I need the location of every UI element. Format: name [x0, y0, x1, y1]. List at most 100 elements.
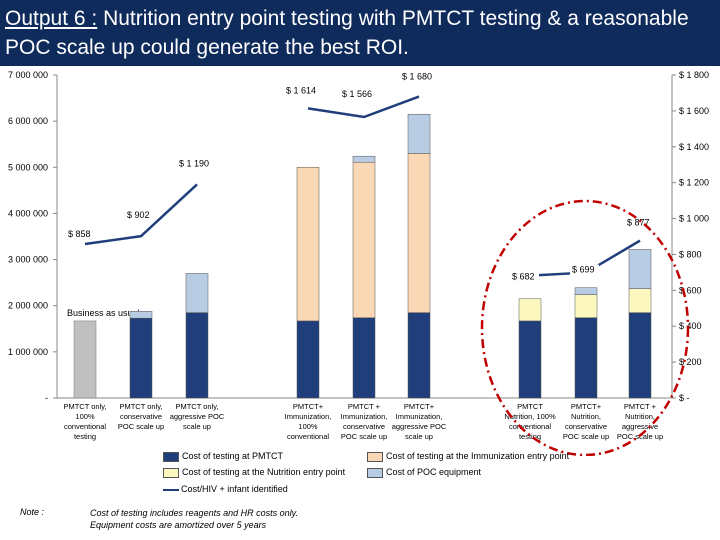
- bar-segment-4-cat-8: [574, 287, 598, 295]
- category-label-4: Immunization,: [285, 412, 332, 421]
- y-left-tick-label: 1 000 000: [8, 347, 48, 357]
- legend-swatch-nutrition: [163, 467, 179, 478]
- bar-segment-1-cat-5: [352, 317, 376, 399]
- line-label-bg: [570, 264, 599, 276]
- bar-segment-4-cat-9: [628, 249, 652, 289]
- legend-item-immunization: Cost of testing at the Immunization entr…: [367, 451, 569, 462]
- y-right-tick-label: $ 1 800: [679, 70, 709, 80]
- category-label-9: PMTCT +: [624, 402, 657, 411]
- y-right-tick-label: $ 800: [679, 249, 702, 259]
- category-label-8: PMTCT+: [571, 402, 602, 411]
- note-label: Note :: [20, 507, 45, 517]
- bar-segment-1-cat-2: [129, 317, 153, 399]
- line-data-label: $ 682: [512, 272, 535, 282]
- line-data-label: $ 1 680: [402, 72, 432, 82]
- y-right-tick-label: $ 600: [679, 285, 702, 295]
- legend-line-marker: [163, 488, 179, 491]
- category-label-7: Nutrition, 100%: [504, 412, 556, 421]
- legend-label-pmtct: Cost of testing at PMTCT: [182, 451, 284, 461]
- category-label-7: conventional: [509, 422, 551, 431]
- roi-combo-chart: - 1 000 000 2 000 000 3 000 000 4 000 000 5 0…: [8, 70, 709, 456]
- line-data-label: $ 877: [627, 218, 650, 228]
- legend-item-pmtct: Cost of testing at PMTCT: [163, 451, 283, 462]
- y-left-tick-label: 2 000 000: [8, 301, 48, 311]
- note-text: Cost of testing includes reagents and HR…: [90, 507, 298, 531]
- line-label-bg: [510, 271, 539, 283]
- bar-segment-1-cat-3: [185, 312, 209, 399]
- category-label-9: aggressive: [622, 422, 658, 431]
- bar-segment-4-cat-2: [129, 311, 153, 319]
- category-label-3: aggressive POC: [170, 412, 225, 421]
- line-label-bg: [66, 229, 95, 241]
- category-label-3: scale up: [183, 422, 211, 431]
- category-label-4: conventional: [287, 432, 329, 441]
- line-label-bg: [625, 217, 654, 229]
- line-data-label: $ 1 190: [179, 158, 209, 168]
- category-label-4: PMTCT+: [293, 402, 324, 411]
- category-label-6: aggressive POC: [392, 422, 447, 431]
- legend-label-poc: Cost of POC equipment: [386, 467, 482, 477]
- legend-item-cost-per-infant: Cost/HIV + infant identified: [163, 484, 288, 494]
- category-label-5: conservative: [343, 422, 385, 431]
- note-line-2: Equipment costs are amortized over 5 yea…: [90, 520, 267, 530]
- category-label-1: PMTCT only,: [63, 402, 106, 411]
- title-bar: Output 6 : Nutrition entry point testing…: [0, 0, 720, 66]
- y-left-tick-label: 3 000 000: [8, 255, 48, 265]
- category-label-7: testing: [519, 432, 541, 441]
- category-label-2: conservative: [120, 412, 162, 421]
- bar-segment-2-cat-5: [352, 161, 376, 318]
- category-label-9: Nutrition,: [625, 412, 655, 421]
- category-label-8: POC scale up: [563, 432, 609, 441]
- category-label-6: Immunization,: [396, 412, 443, 421]
- line-data-label: $ 1 566: [342, 89, 372, 99]
- legend-swatch-immunization: [367, 451, 383, 462]
- label-business-as-usual: Business as usual: [67, 308, 140, 318]
- line-data-label: $ 1 614: [286, 85, 316, 95]
- note-line-1: Cost of testing includes reagents and HR…: [90, 508, 298, 518]
- category-label-1: 100%: [75, 412, 95, 421]
- bar-segment-2-cat-4: [296, 167, 320, 322]
- category-label-2: PMTCT only,: [119, 402, 162, 411]
- category-label-5: PMTCT +: [348, 402, 381, 411]
- legend-label-cost-per-infant: Cost/HIV + infant identified: [181, 484, 288, 494]
- y-right-tick-label: $ -: [679, 393, 690, 403]
- line-data-label: $ 902: [127, 210, 150, 220]
- line-label-bg: [284, 85, 323, 97]
- y-left-tick-label: 5 000 000: [8, 162, 48, 172]
- line-label-bg: [125, 210, 154, 222]
- y-right-tick-label: $ 200: [679, 357, 702, 367]
- category-label-2: POC scale up: [118, 422, 164, 431]
- legend-item-poc: Cost of POC equipment: [367, 467, 481, 478]
- legend-swatch-poc: [367, 467, 383, 478]
- line-label-bg: [340, 88, 379, 100]
- category-label-6: PMTCT+: [404, 402, 435, 411]
- category-label-5: Immunization,: [341, 412, 388, 421]
- line-data-label: $ 699: [572, 265, 595, 275]
- category-label-8: conservative: [565, 422, 607, 431]
- y-right-tick-label: $ 400: [679, 321, 702, 331]
- y-left-tick-label: -: [45, 393, 48, 403]
- category-label-3: PMTCT only,: [175, 402, 218, 411]
- legend-swatch-pmtct: [163, 451, 179, 462]
- y-left-tick-label: 4 000 000: [8, 208, 48, 218]
- bar-segment-4-cat-3: [185, 273, 209, 313]
- bar-segment-3-cat-8: [574, 294, 598, 318]
- category-label-4: 100%: [298, 422, 318, 431]
- legend-label-nutrition: Cost of testing at the Nutrition entry p…: [182, 467, 346, 477]
- y-right-tick-label: $ 1 600: [679, 106, 709, 116]
- title-text: Nutrition entry point testing with PMTCT…: [5, 7, 689, 59]
- bar-segment-1-cat-9: [628, 312, 652, 399]
- category-label-1: testing: [74, 432, 96, 441]
- y-right-tick-label: $ 1 400: [679, 142, 709, 152]
- bar-segment-2-cat-6: [407, 153, 431, 313]
- line-label-bg: [400, 71, 439, 83]
- bar-segment-1-cat-7: [518, 320, 542, 399]
- legend-item-nutrition: Cost of testing at the Nutrition entry p…: [163, 467, 345, 478]
- slide-title: Output 6 : Nutrition entry point testing…: [5, 4, 717, 62]
- highlight-ellipse: [480, 199, 690, 456]
- bar-business-as-usual: [73, 320, 97, 399]
- bar-segment-4-cat-6: [407, 113, 431, 154]
- bar-segment-4-cat-5: [352, 155, 376, 163]
- bar-segment-1-cat-6: [407, 312, 431, 399]
- y-left-tick-label: 6 000 000: [8, 116, 48, 126]
